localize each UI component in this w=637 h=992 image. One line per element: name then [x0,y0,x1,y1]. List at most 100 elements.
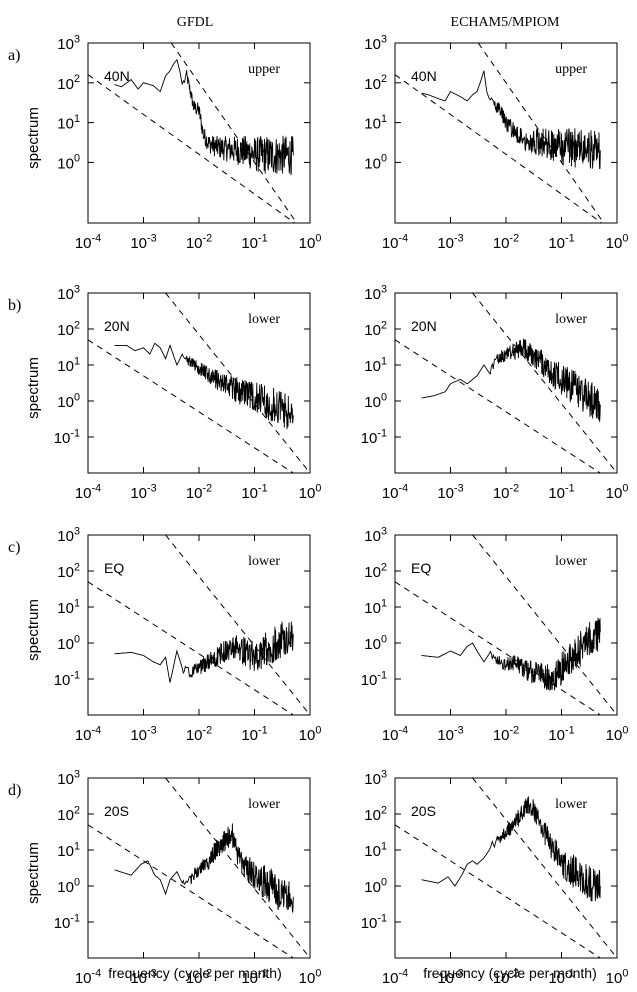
x-tick-label: 10-3 [437,724,463,744]
y-tick-label: 101 [364,355,387,375]
reference-slope-line [472,778,617,958]
latitude-label: 20N [104,318,130,334]
x-tick-label: 10-4 [75,724,101,744]
column-title-gfdl: GFDL [177,15,214,30]
x-tick-label: 100 [606,724,629,744]
x-tick-label: 10-4 [75,232,101,252]
y-tick-label: 101 [364,840,387,860]
y-tick-label: 10-1 [361,912,387,932]
spectrum-line [114,58,294,176]
x-tick-label: 10-4 [382,232,408,252]
y-tick-label: 101 [364,597,387,617]
x-tick-label: 10-3 [437,232,463,252]
spectrum-line [421,70,601,170]
x-tick-label: 10-1 [548,482,574,502]
x-tick-label: 100 [606,967,629,987]
y-tick-label: 10-1 [54,427,80,447]
reference-slope-line [395,581,602,715]
spectrum-line [421,338,601,422]
x-tick-label: 10-3 [130,967,156,987]
row-label: c) [8,539,20,556]
reference-slope-line [395,824,602,958]
spectrum-panel: 10-4 10-3 10-2 10-1 100 10-1 100 101 102 103 EQ low… [361,525,629,744]
y-tick-label: 103 [57,33,80,53]
xlabel-right: frequency (cycle per month) [423,965,597,981]
level-label: lower [248,797,280,812]
reference-slope-line [88,581,295,715]
x-tick-label: 10-1 [241,482,267,502]
x-tick-label: 10-4 [75,967,101,987]
level-label: lower [248,554,280,569]
y-tick-label: 100 [364,633,387,653]
x-tick-label: 10-3 [437,967,463,987]
y-tick-label: 101 [57,113,80,133]
spectrum-line [114,823,294,913]
x-tick-label: 100 [299,967,322,987]
x-tick-label: 10-2 [186,482,212,502]
x-tick-label: 10-1 [548,232,574,252]
level-label: upper [555,62,587,77]
spectrum-panel: 10-4 10-3 10-2 10-1 100 100 101 102 103 40N upper [364,33,628,252]
y-tick-label: 10-1 [361,427,387,447]
level-label: lower [555,797,587,812]
x-tick-label: 10-3 [130,482,156,502]
y-tick-label: 103 [57,525,80,545]
latitude-label: 40N [104,68,130,84]
reference-slope-line [165,778,310,958]
x-tick-label: 10-1 [241,724,267,744]
x-tick-label: 10-2 [493,967,519,987]
y-tick-label: 103 [364,525,387,545]
spectrum-panel: 10-4 10-3 10-2 10-1 100 10-1 100 101 102 103 20S lo… [361,768,629,987]
reference-slope-line [472,535,617,715]
x-tick-label: 100 [606,482,629,502]
column-title-echam: ECHAM5/MPIOM [451,15,560,30]
reference-slope-line [165,293,310,473]
spectrum-panel: 10-4 10-3 10-2 10-1 100 10-1 100 101 102 103 20N lo… [361,283,629,502]
level-label: lower [555,312,587,327]
reference-slope-line [395,74,603,223]
latitude-label: 40N [411,68,437,84]
x-tick-label: 10-3 [437,482,463,502]
row-label: d) [8,782,21,799]
y-tick-label: 10-1 [54,912,80,932]
spectrum-line [421,617,601,691]
reference-slope-line [165,535,310,715]
x-tick-label: 10-2 [493,724,519,744]
x-tick-label: 10-1 [548,724,574,744]
y-tick-label: 10-1 [361,669,387,689]
y-tick-label: 100 [57,876,80,896]
level-label: upper [248,62,280,77]
spectrum-panel: 10-4 10-3 10-2 10-1 100 10-1 100 101 102 103 20N lo… [8,283,321,502]
y-tick-label: 103 [364,33,387,53]
panels: 10-4 10-3 10-2 10-1 100 100 101 102 103 40N upper a… [8,33,628,987]
y-tick-label: 102 [57,561,80,581]
y-tick-label: 103 [364,768,387,788]
y-tick-label: 103 [364,283,387,303]
latitude-label: 20S [104,803,129,819]
reference-slope-line [88,339,295,473]
spectrum-line [421,796,601,902]
latitude-label: 20S [411,803,436,819]
spectrum-panel: 10-4 10-3 10-2 10-1 100 10-1 100 101 102 103 20S lo… [8,768,321,987]
y-tick-label: 102 [364,319,387,339]
x-tick-label: 10-4 [382,967,408,987]
latitude-label: EQ [104,560,124,576]
y-tick-label: 103 [57,283,80,303]
x-tick-label: 10-1 [241,232,267,252]
x-tick-label: 100 [299,724,322,744]
y-tick-label: 100 [364,153,387,173]
y-tick-label: 100 [57,153,80,173]
y-tick-label: 100 [364,876,387,896]
x-tick-label: 100 [606,232,629,252]
x-tick-label: 10-4 [382,724,408,744]
y-tick-label: 102 [57,804,80,824]
spectrum-line [114,342,294,430]
y-tick-label: 101 [57,597,80,617]
x-tick-label: 100 [299,482,322,502]
x-tick-label: 10-2 [493,232,519,252]
ylabel: spectrum [25,357,42,419]
spectrum-line [114,621,294,683]
row-label: a) [8,47,20,64]
ylabel: spectrum [25,842,42,904]
